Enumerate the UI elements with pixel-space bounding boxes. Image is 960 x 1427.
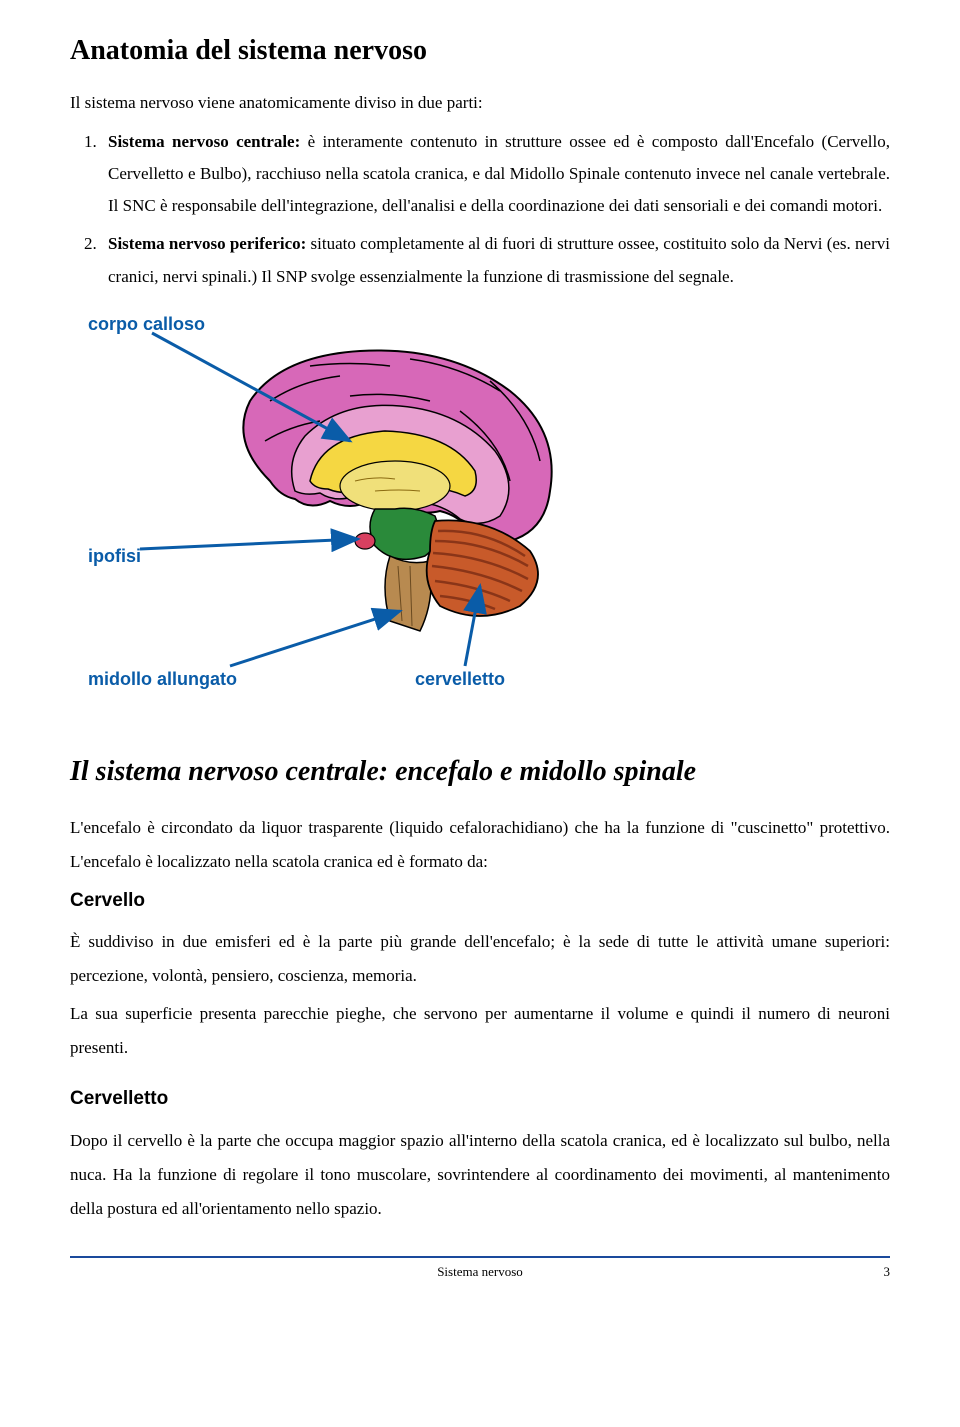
item1-bold: Sistema nervoso centrale:: [108, 132, 300, 151]
item2-bold: Sistema nervoso periferico:: [108, 234, 306, 253]
cervello-heading: Cervello: [70, 887, 890, 916]
main-title: Anatomia del sistema nervoso: [70, 30, 890, 72]
label-cervelletto: cervelletto: [415, 666, 505, 693]
footer-left: [70, 1262, 110, 1282]
intro-text: Il sistema nervoso viene anatomicamente …: [70, 90, 890, 116]
para-1: L'encefalo è circondato da liquor traspa…: [70, 811, 890, 879]
brain-diagram: corpo calloso ipofisi midollo allungato …: [70, 311, 630, 701]
cervelletto-p: Dopo il cervello è la parte che occupa m…: [70, 1124, 890, 1226]
label-corpo-calloso: corpo calloso: [88, 311, 205, 338]
cervello-p1: È suddiviso in due emisferi ed è la part…: [70, 925, 890, 993]
list-number-2: 2.: [84, 228, 108, 260]
footer-page: 3: [850, 1262, 890, 1282]
section-title: Il sistema nervoso centrale: encefalo e …: [70, 751, 890, 793]
brain-svg: [210, 341, 610, 651]
list-item-1: 1.Sistema nervoso centrale: è interament…: [108, 126, 890, 223]
list-number-1: 1.: [84, 126, 108, 158]
list-item-2: 2.Sistema nervoso periferico: situato co…: [108, 228, 890, 293]
label-ipofisi: ipofisi: [88, 543, 141, 570]
label-midollo-allungato: midollo allungato: [88, 666, 237, 693]
cervelletto-heading: Cervelletto: [70, 1085, 890, 1114]
footer: Sistema nervoso 3: [70, 1256, 890, 1282]
cervello-p2: La sua superficie presenta parecchie pie…: [70, 997, 890, 1065]
footer-center: Sistema nervoso: [110, 1262, 850, 1282]
